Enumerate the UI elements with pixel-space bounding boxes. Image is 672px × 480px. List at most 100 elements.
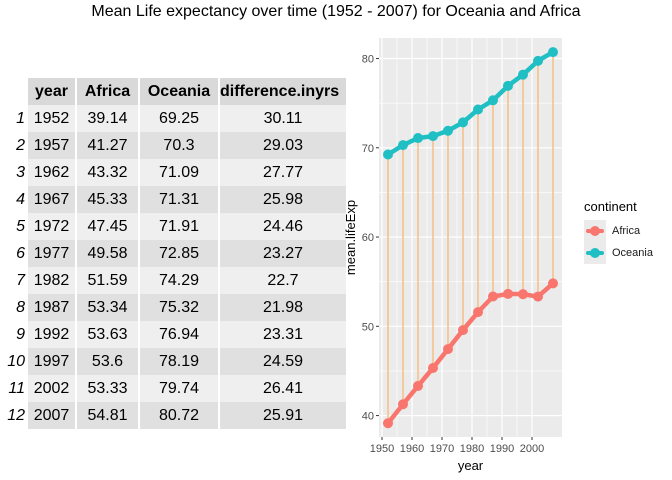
data-point-africa	[413, 380, 423, 391]
oceania-cell: 74.29	[140, 267, 220, 294]
y-tick-label: 50	[362, 321, 374, 333]
year-cell: 1957	[28, 132, 77, 159]
year-cell: 1997	[28, 348, 77, 375]
legend: continent Africa Oceania	[584, 199, 653, 264]
difference-cell: 27.77	[220, 159, 346, 186]
data-point-oceania	[473, 104, 483, 115]
table-row: 9 1992 53.63 76.94 23.31	[4, 321, 346, 348]
header-year: year	[28, 78, 77, 105]
data-point-africa	[383, 418, 393, 429]
x-tick-label: 1960	[400, 443, 424, 455]
row-name-header	[4, 78, 28, 105]
table-header-row: year Africa Oceania difference.inyrs	[4, 78, 346, 105]
africa-cell: 41.27	[77, 132, 140, 159]
africa-cell: 53.6	[77, 348, 140, 375]
row-name-cell: 4	[4, 186, 28, 213]
oceania-cell: 71.09	[140, 159, 220, 186]
data-point-oceania	[503, 80, 513, 91]
row-name-cell: 5	[4, 213, 28, 240]
legend-point-swatch	[590, 248, 600, 258]
oceania-cell: 79.74	[140, 375, 220, 402]
africa-cell: 53.34	[77, 294, 140, 321]
x-tick-label: 1950	[370, 443, 394, 455]
table-row: 7 1982 51.59 74.29 22.7	[4, 267, 346, 294]
difference-cell: 24.59	[220, 348, 346, 375]
table-row: 2 1957 41.27 70.3 29.03	[4, 132, 346, 159]
africa-cell: 47.45	[77, 213, 140, 240]
year-cell: 1972	[28, 213, 77, 240]
africa-cell: 53.63	[77, 321, 140, 348]
table-row: 12 2007 54.81 80.72 25.91	[4, 402, 346, 429]
header-africa: Africa	[77, 78, 140, 105]
y-tick-label: 70	[362, 143, 374, 155]
axes: 40 50 60 70 80 1950 1960 1970 1980 1990 2000	[362, 54, 544, 455]
row-name-cell: 8	[4, 294, 28, 321]
oceania-cell: 72.85	[140, 240, 220, 267]
x-tick-label: 1980	[460, 443, 484, 455]
x-tick-label: 1990	[490, 443, 514, 455]
x-axis-label: year	[458, 458, 484, 473]
data-point-africa	[473, 307, 483, 318]
row-name-cell: 3	[4, 159, 28, 186]
table-row: 4 1967 45.33 71.31 25.98	[4, 186, 346, 213]
data-point-oceania	[428, 131, 438, 142]
difference-cell: 26.41	[220, 375, 346, 402]
difference-cell: 30.11	[220, 105, 346, 132]
table-row: 6 1977 49.58 72.85 23.27	[4, 240, 346, 267]
difference-cell: 24.46	[220, 213, 346, 240]
table-row: 3 1962 43.32 71.09 27.77	[4, 159, 346, 186]
data-point-oceania	[458, 117, 468, 128]
data-point-oceania	[533, 55, 543, 66]
year-cell: 1977	[28, 240, 77, 267]
data-point-oceania	[443, 125, 453, 136]
difference-cell: 21.98	[220, 294, 346, 321]
year-cell: 1967	[28, 186, 77, 213]
row-name-cell: 12	[4, 402, 28, 429]
x-tick-label: 2000	[520, 443, 544, 455]
difference-cell: 23.27	[220, 240, 346, 267]
header-oceania: Oceania	[140, 78, 220, 105]
data-point-oceania	[518, 69, 528, 80]
legend-item: Oceania	[584, 242, 653, 264]
africa-cell: 54.81	[77, 402, 140, 429]
legend-items: Africa Oceania	[584, 220, 653, 264]
data-point-africa	[503, 288, 513, 299]
oceania-cell: 80.72	[140, 402, 220, 429]
data-table: year Africa Oceania difference.inyrs 1 19…	[4, 78, 346, 429]
year-cell: 2007	[28, 402, 77, 429]
year-cell: 2002	[28, 375, 77, 402]
row-name-cell: 2	[4, 132, 28, 159]
chart-title: Mean Life expectancy over time (1952 - 2…	[91, 3, 581, 20]
data-point-africa	[548, 278, 558, 289]
row-name-cell: 6	[4, 240, 28, 267]
year-cell: 1952	[28, 105, 77, 132]
table-row: 8 1987 53.34 75.32 21.98	[4, 294, 346, 321]
oceania-cell: 70.3	[140, 132, 220, 159]
difference-cell: 22.7	[220, 267, 346, 294]
data-point-oceania	[413, 133, 423, 144]
legend-item: Africa	[584, 220, 653, 242]
difference-cell: 25.98	[220, 186, 346, 213]
data-point-africa	[488, 291, 498, 302]
africa-cell: 45.33	[77, 186, 140, 213]
y-tick-label: 60	[362, 232, 374, 244]
oceania-cell: 71.31	[140, 186, 220, 213]
table-row: 5 1972 47.45 71.91 24.46	[4, 213, 346, 240]
year-cell: 1987	[28, 294, 77, 321]
y-tick-label: 80	[362, 54, 374, 66]
oceania-cell: 69.25	[140, 105, 220, 132]
legend-label: Oceania	[612, 247, 653, 259]
difference-cell: 23.31	[220, 321, 346, 348]
africa-cell: 43.32	[77, 159, 140, 186]
oceania-cell: 76.94	[140, 321, 220, 348]
oceania-cell: 71.91	[140, 213, 220, 240]
grid-lines	[379, 38, 562, 437]
oceania-cell: 78.19	[140, 348, 220, 375]
data-point-africa	[443, 344, 453, 355]
data-point-africa	[458, 325, 468, 336]
legend-point-swatch	[590, 226, 600, 236]
table-row: 11 2002 53.33 79.74 26.41	[4, 375, 346, 402]
difference-cell: 25.91	[220, 402, 346, 429]
legend-label: Africa	[612, 225, 641, 237]
